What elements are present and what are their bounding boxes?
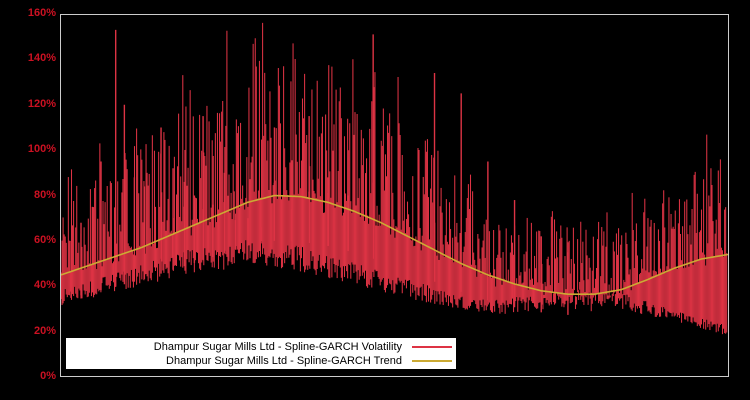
legend-swatch-trend xyxy=(412,359,452,362)
y-axis-tick-40: 40% xyxy=(33,279,56,292)
chart-legend: Dhampur Sugar Mills Ltd - Spline-GARCH V… xyxy=(66,338,456,369)
y-axis-tick-160: 160% xyxy=(27,7,56,19)
plot-frame xyxy=(60,14,729,377)
trend-line xyxy=(60,194,729,295)
legend-swatch-volatility xyxy=(412,345,452,348)
y-axis-tick-100: 100% xyxy=(27,143,56,156)
y-axis-tick-120: 120% xyxy=(27,97,56,110)
y-axis-tick-labels: 0% 20% 40% 60% 80% 100% 120% 140% 160% xyxy=(0,0,56,400)
legend-label-volatility: Dhampur Sugar Mills Ltd - Spline-GARCH V… xyxy=(153,340,402,353)
y-axis-tick-20: 20% xyxy=(33,324,56,337)
legend-label-trend: Dhampur Sugar Mills Ltd - Spline-GARCH T… xyxy=(166,354,402,367)
legend-item-trend: Dhampur Sugar Mills Ltd - Spline-GARCH T… xyxy=(66,354,456,368)
y-axis-tick-140: 140% xyxy=(27,52,56,65)
y-axis-tick-80: 80% xyxy=(33,188,56,201)
y-axis-tick-60: 60% xyxy=(33,233,56,246)
legend-item-volatility: Dhampur Sugar Mills Ltd - Spline-GARCH V… xyxy=(66,340,456,354)
y-axis-tick-0: 0% xyxy=(40,370,56,382)
volatility-spikes xyxy=(60,22,728,335)
